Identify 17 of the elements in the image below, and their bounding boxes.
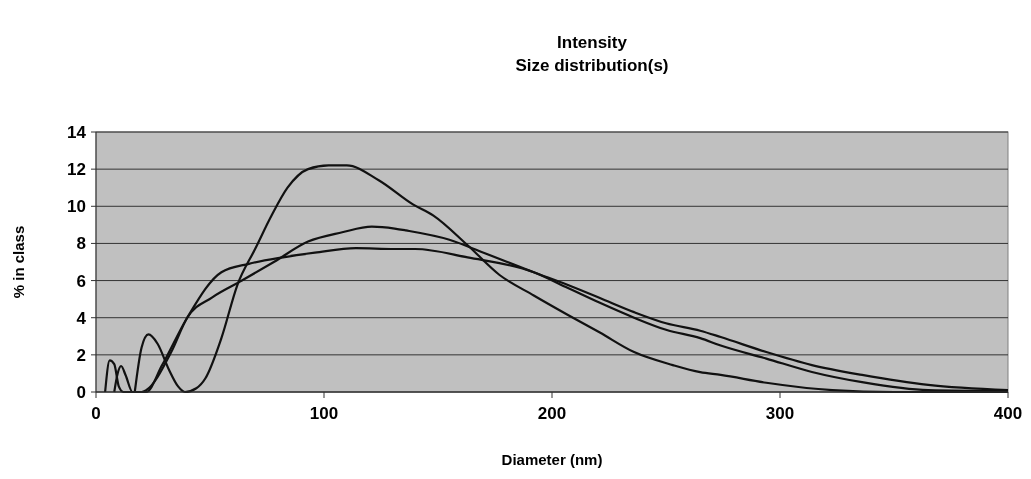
x-tick-label: 400 bbox=[993, 404, 1023, 423]
y-tick-label: 2 bbox=[76, 345, 86, 365]
x-tick-label: 200 bbox=[537, 404, 567, 423]
chart-subtitle: Size distribution(s) bbox=[515, 56, 669, 75]
y-tick-label: 4 bbox=[76, 308, 87, 328]
y-axis-title: % in class bbox=[10, 225, 27, 299]
x-tick-label: 100 bbox=[309, 404, 339, 423]
y-tick-label: 12 bbox=[67, 160, 86, 180]
y-tick-label: 6 bbox=[76, 271, 86, 291]
y-tick-label: 14 bbox=[67, 123, 87, 142]
chart-title: Intensity bbox=[557, 33, 628, 52]
y-tick-label: 0 bbox=[76, 383, 86, 402]
y-tick-label: 10 bbox=[67, 197, 86, 217]
y-tick-label: 8 bbox=[76, 234, 86, 254]
x-tick-label: 300 bbox=[765, 404, 795, 423]
x-tick-label: 0 bbox=[91, 404, 101, 423]
x-axis-title: Diameter (nm) bbox=[501, 451, 603, 468]
